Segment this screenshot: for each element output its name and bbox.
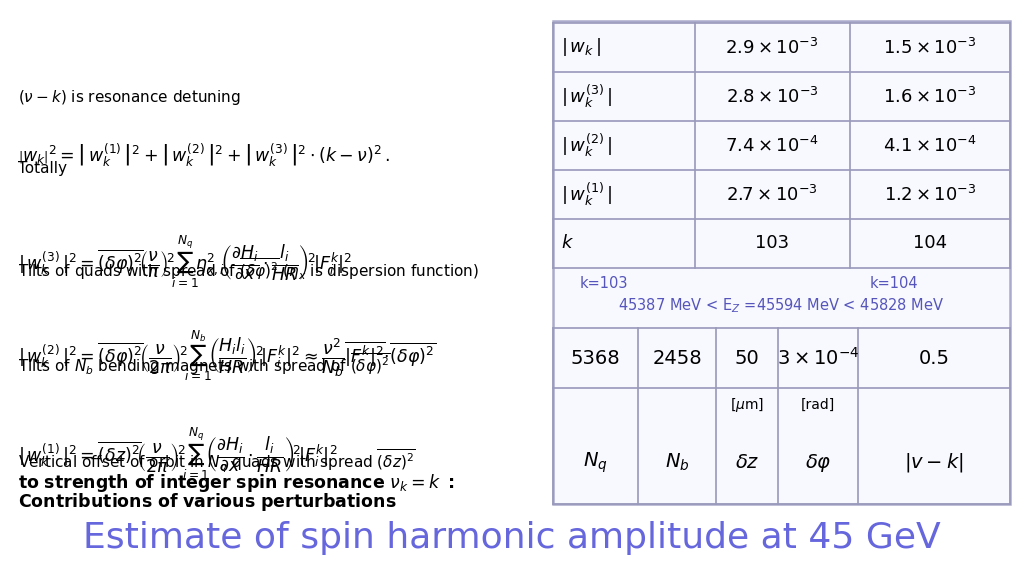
Text: $4.1\times10^{-4}$: $4.1\times10^{-4}$ — [883, 135, 977, 156]
Text: [rad]: [rad] — [801, 397, 836, 411]
Text: 0.5: 0.5 — [919, 348, 949, 367]
Text: $(\nu - k)$ is resonance detuning: $(\nu - k)$ is resonance detuning — [18, 88, 241, 107]
Text: $|\,w_k^{(3)}\,|$: $|\,w_k^{(3)}\,|$ — [561, 83, 612, 111]
Text: k=103: k=103 — [580, 275, 629, 290]
Text: $\delta z$: $\delta z$ — [735, 453, 759, 472]
Text: $1.5\times10^{-3}$: $1.5\times10^{-3}$ — [884, 37, 977, 58]
Text: $2.7\times10^{-3}$: $2.7\times10^{-3}$ — [726, 184, 818, 204]
Text: $2.8\times10^{-3}$: $2.8\times10^{-3}$ — [726, 86, 818, 107]
Text: [$\mu$m]: [$\mu$m] — [730, 396, 764, 414]
Text: $N_q$: $N_q$ — [583, 450, 607, 475]
Text: $|\,w_k^{(2)}\,|$: $|\,w_k^{(2)}\,|$ — [561, 132, 612, 160]
Text: $\mathbf{to\ strength\ of\ integer\ spin\ resonance}\ \nu_k = k\ \mathbf{:}$: $\mathbf{to\ strength\ of\ integer\ spin… — [18, 472, 455, 494]
Text: $1.2\times10^{-3}$: $1.2\times10^{-3}$ — [884, 184, 976, 204]
Text: $1.6\times10^{-3}$: $1.6\times10^{-3}$ — [884, 86, 977, 107]
Text: $|\,w_k^{(1)}\,|^2 = \overline{(\delta z)^2}\!\left(\dfrac{\nu}{2\pi}\right)^{\!: $|\,w_k^{(1)}\,|^2 = \overline{(\delta z… — [18, 426, 338, 483]
Text: $\left|w_k\right|^2 = \left|\,w_k^{(1)}\,\right|^2 + \left|\,w_k^{(2)}\,\right|^: $\left|w_k\right|^2 = \left|\,w_k^{(1)}\… — [18, 141, 390, 169]
Text: $|\,w_k^{(1)}\,|$: $|\,w_k^{(1)}\,|$ — [561, 181, 612, 209]
Text: $k$: $k$ — [561, 234, 574, 252]
Text: 2458: 2458 — [652, 348, 701, 367]
Text: 104: 104 — [913, 234, 947, 252]
Text: 50: 50 — [734, 348, 760, 367]
Text: $|\,w_k^{(2)}\,|^2 = \overline{(\delta\varphi)^2}\!\left(\dfrac{\nu}{2\pi}\right: $|\,w_k^{(2)}\,|^2 = \overline{(\delta\v… — [18, 328, 436, 382]
Text: $|v-k|$: $|v-k|$ — [904, 451, 964, 474]
Text: Estimate of spin harmonic amplitude at 45 GeV: Estimate of spin harmonic amplitude at 4… — [83, 521, 941, 555]
Text: Tilts of quads with spread of $\overline{(\delta\varphi)^2}$ ($\eta_x$ is disper: Tilts of quads with spread of $\overline… — [18, 256, 479, 282]
Text: $|\,w_k^{(3)}\,|^2 = \overline{(\delta\varphi)^2}\!\left(\dfrac{\nu}{\pi}\right): $|\,w_k^{(3)}\,|^2 = \overline{(\delta\v… — [18, 234, 352, 290]
Text: Totally: Totally — [18, 161, 67, 176]
Text: 103: 103 — [755, 234, 790, 252]
Text: Tilts of $N_b$ bending magnets with spread of $\overline{(\delta\varphi)^2}$: Tilts of $N_b$ bending magnets with spre… — [18, 351, 391, 377]
Text: $7.4\times10^{-4}$: $7.4\times10^{-4}$ — [725, 135, 819, 156]
Text: $3\times10^{-4}$: $3\times10^{-4}$ — [776, 347, 859, 369]
Text: Vertical offset of orbit in $N_q$ quads with spread $\overline{(\delta z)^2}$: Vertical offset of orbit in $N_q$ quads … — [18, 448, 416, 475]
Text: 5368: 5368 — [570, 348, 620, 367]
Text: k=104: k=104 — [870, 275, 919, 290]
Text: 45387 MeV < E$_Z$ =45594 MeV < 45828 MeV: 45387 MeV < E$_Z$ =45594 MeV < 45828 MeV — [617, 297, 944, 315]
Text: $|\,w_k\,|$: $|\,w_k\,|$ — [561, 36, 601, 59]
Text: $\delta\varphi$: $\delta\varphi$ — [805, 452, 831, 473]
FancyBboxPatch shape — [553, 21, 1010, 504]
Text: $2.9\times10^{-3}$: $2.9\times10^{-3}$ — [725, 37, 818, 58]
Text: $N_b$: $N_b$ — [665, 452, 689, 473]
Text: $\mathbf{Contributions\ of\ various\ perturbations}$: $\mathbf{Contributions\ of\ various\ per… — [18, 491, 396, 513]
